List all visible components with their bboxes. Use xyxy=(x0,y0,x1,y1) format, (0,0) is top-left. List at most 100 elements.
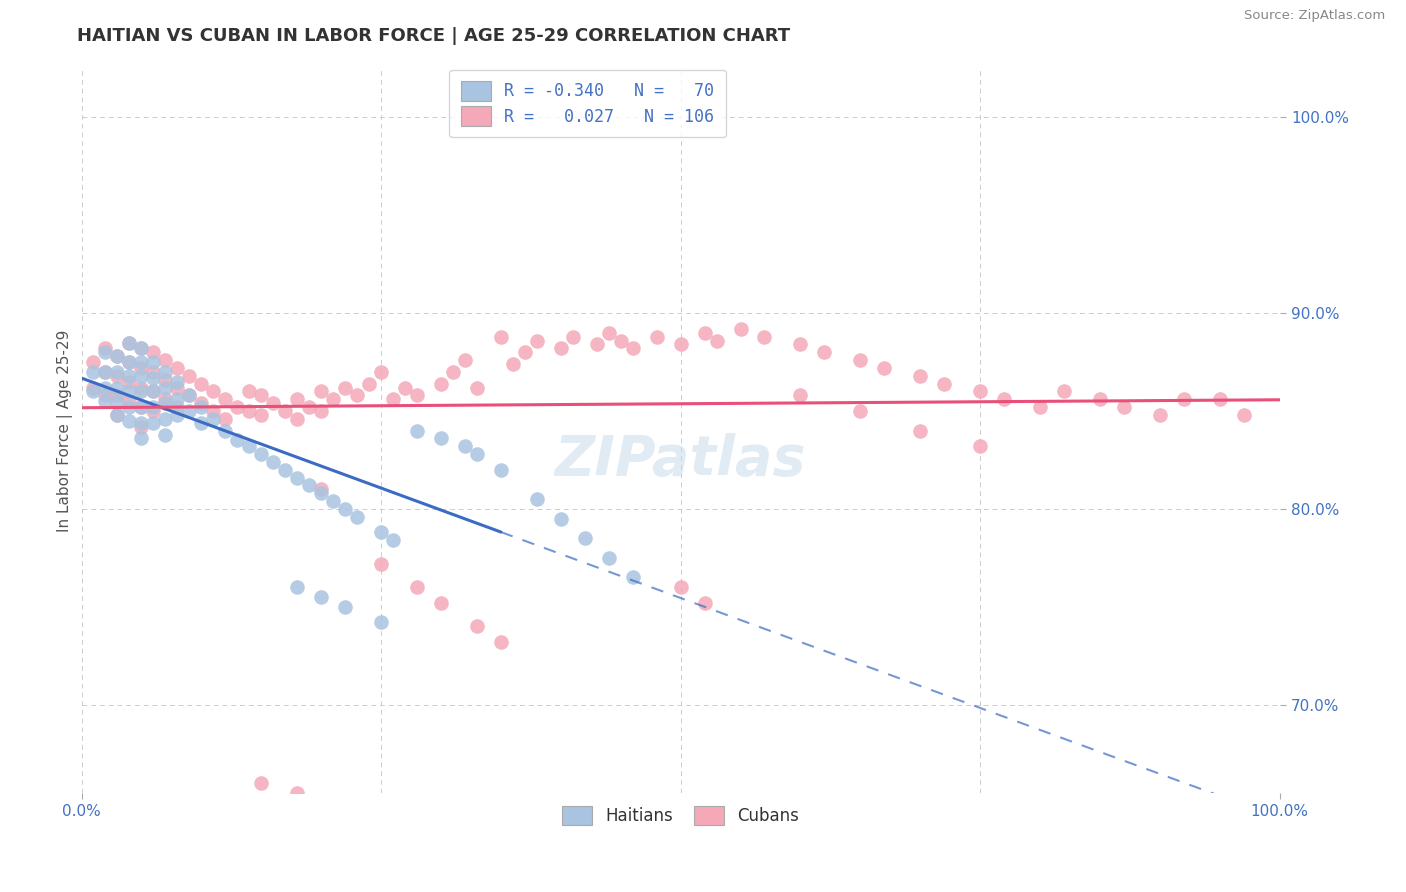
Point xyxy=(502,357,524,371)
Point xyxy=(166,400,188,414)
Point xyxy=(813,345,835,359)
Point xyxy=(550,511,572,525)
Point xyxy=(166,380,188,394)
Point xyxy=(406,580,429,594)
Point xyxy=(107,349,129,363)
Point xyxy=(179,388,201,402)
Point xyxy=(1233,408,1256,422)
Point xyxy=(873,361,896,376)
Text: HAITIAN VS CUBAN IN LABOR FORCE | AGE 25-29 CORRELATION CHART: HAITIAN VS CUBAN IN LABOR FORCE | AGE 25… xyxy=(77,27,790,45)
Point xyxy=(214,424,236,438)
Point xyxy=(131,342,153,356)
Point xyxy=(166,392,188,407)
Point xyxy=(489,635,512,649)
Point xyxy=(406,424,429,438)
Point xyxy=(1112,400,1135,414)
Point xyxy=(359,376,381,391)
Point xyxy=(274,463,297,477)
Point xyxy=(262,396,284,410)
Point xyxy=(131,355,153,369)
Point xyxy=(465,619,488,633)
Point xyxy=(107,408,129,422)
Point xyxy=(645,329,668,343)
Point xyxy=(370,365,392,379)
Point xyxy=(238,384,260,399)
Text: Source: ZipAtlas.com: Source: ZipAtlas.com xyxy=(1244,9,1385,22)
Point xyxy=(561,329,583,343)
Point xyxy=(285,786,308,800)
Point xyxy=(142,370,165,384)
Point xyxy=(333,380,356,394)
Point xyxy=(1029,400,1052,414)
Point xyxy=(250,776,273,790)
Point xyxy=(333,599,356,614)
Point xyxy=(430,596,453,610)
Point xyxy=(131,380,153,394)
Point xyxy=(82,380,104,394)
Point xyxy=(250,388,273,402)
Point xyxy=(190,396,212,410)
Point xyxy=(82,355,104,369)
Point xyxy=(214,392,236,407)
Point xyxy=(142,404,165,418)
Legend: Haitians, Cubans: Haitians, Cubans xyxy=(553,796,808,835)
Point xyxy=(346,388,368,402)
Point xyxy=(238,404,260,418)
Point xyxy=(370,525,392,540)
Point xyxy=(190,400,212,414)
Point xyxy=(969,384,991,399)
Point xyxy=(155,373,177,387)
Point xyxy=(309,486,332,500)
Point xyxy=(166,408,188,422)
Point xyxy=(238,439,260,453)
Point xyxy=(621,342,644,356)
Point xyxy=(382,533,405,548)
Point xyxy=(333,501,356,516)
Point xyxy=(190,376,212,391)
Point xyxy=(202,412,225,426)
Point xyxy=(1173,392,1195,407)
Point xyxy=(118,368,141,383)
Point xyxy=(934,376,956,391)
Point xyxy=(669,580,692,594)
Point xyxy=(993,392,1015,407)
Point xyxy=(94,380,117,394)
Point xyxy=(250,447,273,461)
Point xyxy=(179,404,201,418)
Point xyxy=(250,408,273,422)
Point xyxy=(94,365,117,379)
Point xyxy=(118,384,141,399)
Point xyxy=(155,396,177,410)
Point xyxy=(82,365,104,379)
Point xyxy=(298,400,321,414)
Point xyxy=(142,384,165,399)
Point xyxy=(322,494,344,508)
Point xyxy=(118,414,141,428)
Point xyxy=(454,353,477,368)
Point xyxy=(849,404,872,418)
Point xyxy=(131,368,153,383)
Point xyxy=(107,368,129,383)
Point xyxy=(118,355,141,369)
Point xyxy=(142,384,165,399)
Point xyxy=(107,408,129,422)
Point xyxy=(394,380,416,394)
Point xyxy=(598,326,620,340)
Point xyxy=(155,365,177,379)
Point xyxy=(107,394,129,409)
Point xyxy=(969,439,991,453)
Point xyxy=(142,400,165,414)
Point xyxy=(598,550,620,565)
Point xyxy=(94,394,117,409)
Point xyxy=(693,326,716,340)
Point xyxy=(621,570,644,584)
Point xyxy=(82,384,104,399)
Point xyxy=(118,335,141,350)
Point xyxy=(274,404,297,418)
Point xyxy=(406,388,429,402)
Point xyxy=(142,365,165,379)
Point xyxy=(226,434,249,448)
Point xyxy=(789,388,811,402)
Point xyxy=(118,375,141,389)
Point xyxy=(346,509,368,524)
